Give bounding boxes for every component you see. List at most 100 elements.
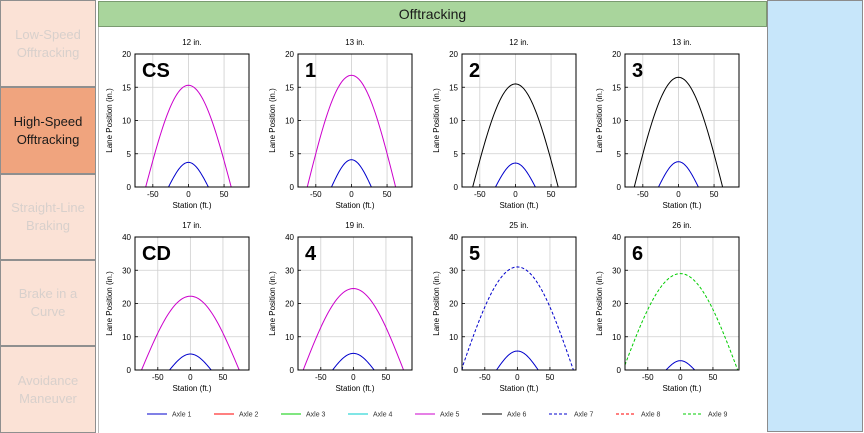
x-tick-label: 0 (513, 190, 518, 199)
x-tick-label: 50 (218, 373, 227, 382)
chart-7: -50 0 50 0 10 20 30 40 25 in. 5 Station (ft.) Lane … (432, 221, 577, 393)
x-axis-label: Station (ft.) (662, 384, 701, 393)
y-tick-label: 30 (122, 266, 131, 275)
y-tick-label: 15 (449, 83, 458, 92)
x-tick-label: 0 (351, 373, 356, 382)
x-axis-label: Station (ft.) (499, 201, 538, 210)
y-tick-label: 0 (617, 366, 622, 375)
y-tick-label: 10 (122, 117, 131, 126)
legend-label: Axle 6 (507, 412, 527, 419)
x-tick-label: 0 (678, 373, 683, 382)
y-axis-label: Lane Position (in.) (432, 271, 441, 336)
x-tick-label: 50 (547, 190, 556, 199)
page-title: Offtracking (98, 1, 767, 27)
y-tick-label: 20 (612, 50, 621, 59)
chart-title: 25 in. (509, 221, 529, 230)
x-tick-label: 50 (383, 190, 392, 199)
legend-label: Axle 1 (172, 412, 192, 419)
x-tick-label: -50 (474, 190, 486, 199)
y-axis-label: Lane Position (in.) (595, 88, 604, 153)
x-tick-label: -50 (479, 373, 491, 382)
chart-8: -50 0 50 0 10 20 30 40 26 in. 6 Station (ft.) Lane … (595, 221, 740, 393)
x-axis-label: Station (ft.) (335, 384, 374, 393)
right-panel (767, 0, 863, 432)
x-tick-label: -50 (152, 373, 164, 382)
sidebar-item-avoidance-maneuver[interactable]: Avoidance Maneuver (0, 346, 96, 433)
legend-label: Axle 8 (641, 412, 661, 419)
series-line-axle-7 (461, 266, 574, 371)
y-tick-label: 0 (127, 183, 132, 192)
x-tick-label: 0 (349, 190, 354, 199)
y-tick-label: 40 (285, 233, 294, 242)
series-line-axle-1 (658, 161, 699, 188)
series-line-axle-5 (141, 295, 240, 371)
chart-label: 2 (469, 60, 480, 82)
y-tick-label: 20 (122, 50, 131, 59)
series-line-axle-6 (633, 76, 724, 188)
x-axis-label: Station (ft.) (172, 201, 211, 210)
chart-label: 4 (305, 243, 317, 265)
y-tick-label: 0 (454, 366, 459, 375)
chart-label: 5 (469, 243, 480, 265)
y-axis-label: Lane Position (in.) (105, 88, 114, 153)
chart-title: 12 in. (509, 38, 529, 47)
charts-panel: -50 0 50 0 5 10 15 20 12 in. CS Station (ft.) Lane … (98, 27, 767, 433)
sidebar-item-high-speed-offtracking[interactable]: High-Speed Offtracking (0, 87, 96, 174)
y-tick-label: 0 (290, 183, 295, 192)
x-tick-label: -50 (147, 190, 159, 199)
series-line-axle-1 (331, 159, 372, 188)
y-tick-label: 30 (285, 266, 294, 275)
y-tick-label: 20 (285, 50, 294, 59)
x-tick-label: 50 (710, 190, 719, 199)
chart-title: 26 in. (672, 221, 692, 230)
x-tick-label: 0 (188, 373, 193, 382)
y-tick-label: 20 (612, 300, 621, 309)
sidebar: Low-Speed Offtracking High-Speed Offtrac… (0, 0, 98, 433)
x-tick-label: 0 (515, 373, 520, 382)
series-line-axle-5 (306, 74, 397, 188)
legend-label: Axle 3 (306, 412, 326, 419)
y-tick-label: 40 (612, 233, 621, 242)
y-tick-label: 5 (617, 150, 622, 159)
y-tick-label: 0 (454, 183, 459, 192)
y-tick-label: 10 (612, 333, 621, 342)
chart-title: 17 in. (182, 221, 202, 230)
y-tick-label: 0 (127, 366, 132, 375)
chart-title: 19 in. (345, 221, 365, 230)
y-tick-label: 30 (612, 266, 621, 275)
chart-label: 1 (305, 60, 316, 82)
y-tick-label: 40 (449, 233, 458, 242)
y-axis-label: Lane Position (in.) (105, 271, 114, 336)
legend-label: Axle 9 (708, 412, 728, 419)
series-line-axle-1 (332, 352, 375, 371)
x-axis-label: Station (ft.) (172, 384, 211, 393)
x-axis-label: Station (ft.) (499, 384, 538, 393)
chart-label: 6 (632, 243, 643, 265)
y-tick-label: 10 (122, 333, 131, 342)
sidebar-item-low-speed-offtracking[interactable]: Low-Speed Offtracking (0, 0, 96, 87)
series-line-axle-5 (302, 288, 404, 371)
legend: Axle 1 Axle 2 Axle 3 Axle 4 Axle 5 Axle 6 Axle… (147, 412, 728, 419)
chart-6: -50 0 50 0 10 20 30 40 19 in. 4 Station (ft.) Lane … (268, 221, 413, 393)
series-line-axle-1 (495, 162, 536, 188)
sidebar-item-brake-in-a-curve[interactable]: Brake in a Curve (0, 260, 96, 346)
y-tick-label: 20 (449, 300, 458, 309)
chart-label: CS (142, 60, 170, 82)
chart-2: -50 0 50 0 5 10 15 20 13 in. 1 Station (ft.) Lane P… (268, 38, 413, 210)
y-tick-label: 10 (285, 117, 294, 126)
y-tick-label: 10 (449, 333, 458, 342)
y-tick-label: 5 (454, 150, 459, 159)
y-tick-label: 10 (285, 333, 294, 342)
y-tick-label: 5 (127, 150, 132, 159)
y-tick-label: 30 (449, 266, 458, 275)
y-axis-label: Lane Position (in.) (432, 88, 441, 153)
y-axis-label: Lane Position (in.) (268, 271, 277, 336)
x-axis-label: Station (ft.) (335, 201, 374, 210)
chart-4: -50 0 50 0 5 10 15 20 13 in. 3 Station (ft.) Lane P… (595, 38, 740, 210)
x-tick-label: -50 (315, 373, 327, 382)
chart-title: 12 in. (182, 38, 202, 47)
x-tick-label: 50 (220, 190, 229, 199)
y-tick-label: 0 (290, 366, 295, 375)
sidebar-item-straight-line-braking[interactable]: Straight-Line Braking (0, 174, 96, 260)
chart-title: 13 in. (672, 38, 692, 47)
